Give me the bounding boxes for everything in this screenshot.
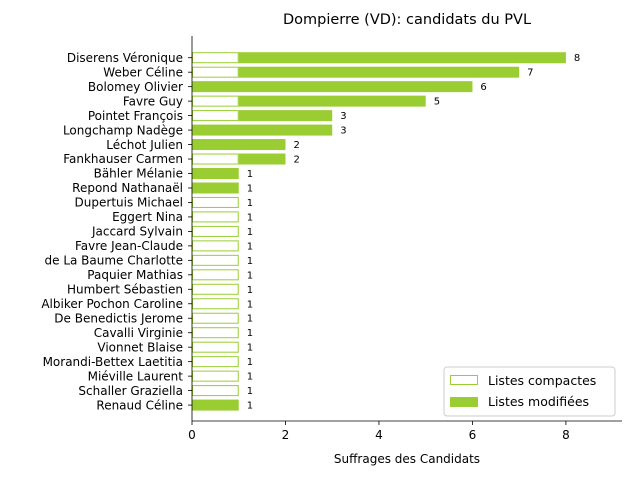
y-tick-label: De Benedictis Jerome [54, 311, 183, 325]
bar-compactes [192, 283, 239, 295]
bar-modifiees [192, 124, 333, 136]
x-tick-label: 2 [282, 428, 290, 442]
y-tick-label: Fankhauser Carmen [63, 152, 183, 166]
chart-title: Dompierre (VD): candidats du PVL [283, 12, 531, 28]
legend-label-modifiees: Listes modifiées [488, 394, 589, 409]
y-tick-label: Humbert Sébastien [67, 282, 183, 296]
bar-compactes [192, 327, 239, 339]
data-label: 1 [247, 357, 253, 368]
legend-swatch-modifiees [450, 397, 478, 407]
bar-compactes [192, 110, 239, 122]
data-label: 1 [247, 343, 253, 354]
y-tick-label: Renaud Céline [96, 398, 183, 412]
bar-compactes [192, 52, 239, 64]
data-label: 1 [247, 314, 253, 325]
data-label: 1 [247, 169, 253, 180]
data-label: 1 [247, 270, 253, 281]
bar-compactes [192, 254, 239, 266]
bar-compactes [192, 370, 239, 382]
data-label: 3 [340, 126, 346, 137]
bar-compactes [192, 341, 239, 353]
labels-layer: 8 7 6 5 3 3 2 2 1 1 1 1 1 1 1 1 1 1 1 1 1 1 1 1 1 [247, 53, 581, 411]
data-label: 6 [480, 82, 486, 93]
y-tick-label: Weber Céline [103, 65, 183, 79]
bar-modifiees [192, 399, 239, 411]
bar-compactes [192, 240, 239, 252]
data-label: 1 [247, 183, 253, 194]
data-label: 1 [247, 256, 253, 267]
y-tick-label: Vionnet Blaise [97, 340, 183, 354]
data-label: 1 [247, 299, 253, 310]
bar-modifiees [238, 52, 566, 64]
data-label: 3 [340, 111, 346, 122]
x-tick-label: 0 [188, 428, 196, 442]
y-tick-label: Dupertuis Michael [75, 196, 183, 210]
y-tick-label: Léchot Julien [106, 138, 183, 152]
bar-compactes [192, 95, 239, 107]
legend: Listes compactes Listes modifiées [443, 366, 616, 417]
bar-compactes [192, 269, 239, 281]
data-label: 5 [434, 97, 440, 108]
data-label: 1 [247, 372, 253, 383]
x-axis-label: Suffrages des Candidats [334, 452, 480, 466]
data-label: 1 [247, 212, 253, 223]
bar-compactes [192, 356, 239, 368]
y-tick-label: Morandi-Bettex Laetitia [43, 355, 183, 369]
bar-compactes [192, 385, 239, 397]
y-tick-label: Jaccard Sylvain [91, 225, 183, 239]
bar-modifiees [192, 81, 473, 93]
bar-compactes [192, 211, 239, 223]
bar-modifiees [238, 95, 426, 107]
x-axis-ticks: 0 2 4 6 8 [188, 421, 570, 442]
y-tick-label: Diserens Véronique [67, 51, 183, 65]
y-tick-label: Cavalli Virginie [94, 326, 183, 340]
data-label: 1 [247, 285, 253, 296]
y-tick-label: Miéville Laurent [88, 369, 184, 383]
data-label: 2 [293, 140, 299, 151]
y-tick-label: Longchamp Nadège [63, 123, 183, 137]
y-tick-label: Bolomey Olivier [88, 80, 183, 94]
data-label: 7 [527, 68, 533, 79]
bar-compactes [192, 225, 239, 237]
bar-modifiees [238, 153, 286, 165]
bar-compactes [192, 66, 239, 78]
bar-compactes [192, 312, 239, 324]
y-tick-label: Repond Nathanaël [72, 181, 183, 195]
bar-modifiees [192, 139, 286, 151]
data-label: 8 [574, 53, 580, 64]
bar-compactes [192, 298, 239, 310]
data-label: 1 [247, 227, 253, 238]
y-tick-label: Albiker Pochon Caroline [41, 297, 183, 311]
y-tick-label: Favre Jean-Claude [75, 239, 183, 253]
legend-label-compactes: Listes compactes [488, 373, 596, 388]
x-tick-label: 4 [375, 428, 383, 442]
bar-modifiees [238, 110, 333, 122]
y-tick-label: Paquier Mathias [87, 268, 183, 282]
data-label: 1 [247, 401, 253, 412]
data-label: 2 [293, 155, 299, 166]
data-label: 1 [247, 328, 253, 339]
y-tick-label: Schaller Graziella [78, 384, 183, 398]
data-label: 1 [247, 386, 253, 397]
legend-swatch-compactes [450, 375, 478, 385]
y-tick-label: Favre Guy [123, 94, 183, 108]
bar-modifiees [192, 182, 239, 194]
y-tick-label: de La Baume Charlotte [45, 254, 184, 268]
y-tick-label: Eggert Nina [112, 210, 183, 224]
bar-modifiees [238, 66, 520, 78]
y-tick-label: Pointet François [88, 109, 183, 123]
bar-compactes [192, 196, 239, 208]
legend-frame [443, 366, 616, 417]
bar-compactes [192, 153, 239, 165]
x-tick-label: 8 [562, 428, 570, 442]
data-label: 1 [247, 241, 253, 252]
x-tick-label: 6 [469, 428, 477, 442]
bars-layer [192, 52, 566, 411]
data-label: 1 [247, 198, 253, 209]
bar-modifiees [192, 168, 239, 179]
y-tick-label: Bähler Mélanie [94, 167, 183, 181]
